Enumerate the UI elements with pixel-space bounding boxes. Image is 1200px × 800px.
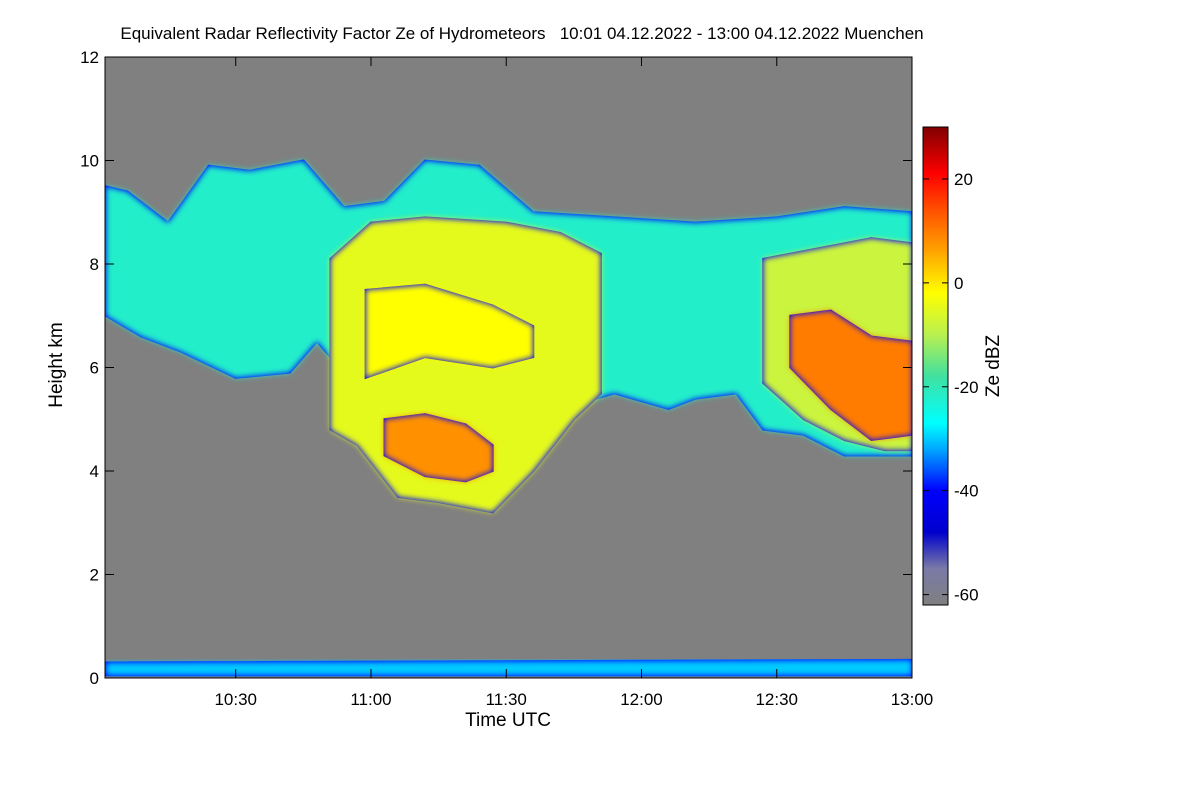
region-upper-core	[365, 284, 534, 378]
x-tick-label: 12:00	[620, 690, 663, 709]
x-tick-label: 11:30	[486, 690, 527, 709]
y-tick-label: 2	[90, 566, 99, 585]
x-axis-label: Time UTC	[465, 710, 551, 731]
colorbar-tick-label: -20	[954, 378, 979, 397]
y-tick-label: 4	[90, 462, 99, 481]
x-tick-label: 11:00	[350, 690, 391, 709]
region-lower-core	[384, 414, 493, 482]
colorbar-tick-label: -60	[954, 586, 979, 605]
y-tick-label: 12	[80, 48, 99, 67]
colorbar-ticks: 20 0 -20 -40 -60	[923, 170, 979, 605]
x-tick-label: 10:30	[214, 690, 257, 709]
y-tick-label: 8	[90, 255, 99, 274]
colorbar-label: Ze dBZ	[983, 334, 1004, 397]
region-ground-clutter	[105, 659, 912, 676]
colorbar-tick-label: -40	[954, 482, 979, 501]
y-axis-label: Height km	[46, 322, 67, 408]
y-axis-ticks: 0 2 4 6 8 10 12	[80, 48, 912, 688]
x-tick-label: 12:30	[755, 690, 798, 709]
x-tick-label: 13:00	[891, 690, 934, 709]
y-tick-label: 6	[90, 359, 99, 378]
colorbar	[922, 126, 949, 606]
colorbar-tick-label: 20	[954, 170, 973, 189]
reflectivity-field	[105, 159, 912, 677]
region-east-core	[790, 310, 912, 440]
x-axis-ticks: 10:30 11:00 11:30 12:00 12:30 13:00	[214, 57, 933, 709]
chart-title: Equivalent Radar Reflectivity Factor Ze …	[120, 24, 923, 43]
y-tick-label: 0	[90, 669, 99, 688]
colorbar-tick-label: 0	[954, 274, 963, 293]
y-tick-label: 10	[80, 152, 99, 171]
